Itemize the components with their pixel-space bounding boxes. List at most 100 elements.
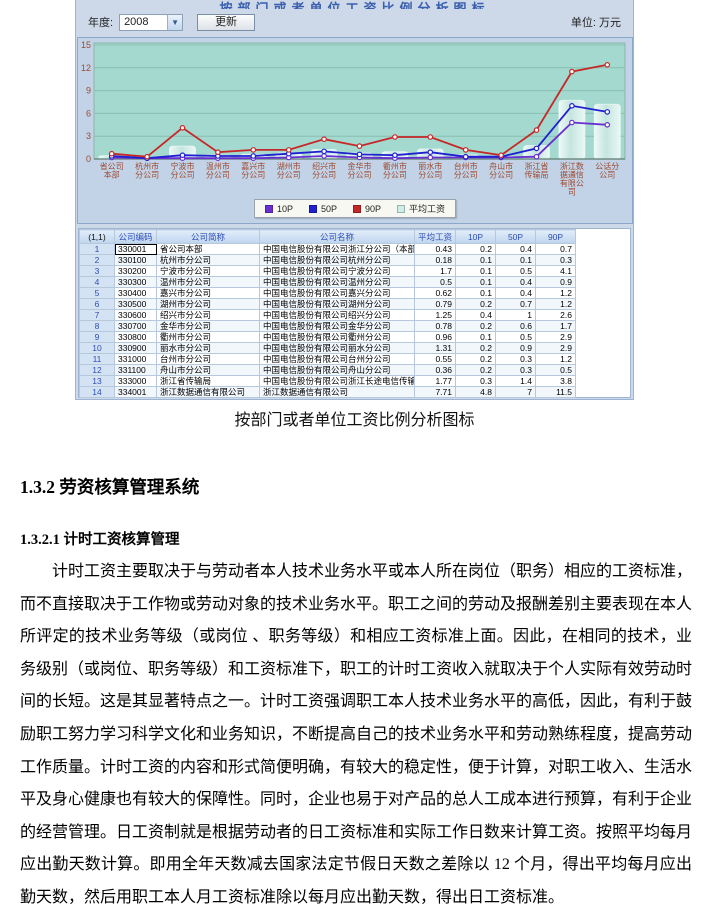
table-cell: 330700 xyxy=(114,320,157,332)
table-cell: 0.2 xyxy=(455,243,496,255)
svg-text:丽水市分公司: 丽水市分公司 xyxy=(418,161,442,180)
table-cell: 0.36 xyxy=(414,364,456,376)
row-number-cell[interactable]: 4 xyxy=(79,276,115,288)
col-header-company-name[interactable]: 公司名称 xyxy=(259,229,415,244)
legend-label: 10P xyxy=(276,203,293,214)
row-number-cell[interactable]: 3 xyxy=(79,265,115,277)
table-cell: 1.25 xyxy=(414,309,456,321)
table-cell: 中国电信股份有限公司金华分公司 xyxy=(259,320,415,332)
wage-chart-box: 0 3 6 9 12 15 省公司本部 杭州市分公司 宁波市分公司 温州市分公司 嘉兴市分公司 湖州市… xyxy=(77,37,633,224)
legend-label: 50P xyxy=(320,203,337,214)
table-cell: 330001 xyxy=(114,243,157,255)
table-cell: 中国电信股份有限公司湖州分公司 xyxy=(259,298,415,310)
svg-text:绍兴市分公司: 绍兴市分公司 xyxy=(312,161,336,180)
table-cell: 1.4 xyxy=(495,375,536,387)
year-label: 年度: xyxy=(88,17,114,29)
year-select[interactable]: 2008 ▼ xyxy=(119,13,184,31)
table-cell: 7.71 xyxy=(414,386,456,398)
table-cell: 2.9 xyxy=(535,331,576,343)
table-cell: 1.7 xyxy=(535,320,576,332)
svg-text:公话分公司: 公话分公司 xyxy=(595,161,619,180)
svg-text:浙江数据通信有限公司: 浙江数据通信有限公司 xyxy=(560,161,584,197)
table-cell: 330900 xyxy=(114,342,157,354)
table-cell: 330300 xyxy=(114,276,157,288)
table-cell: 334001 xyxy=(114,386,157,398)
col-header-company-code[interactable]: 公司编码 xyxy=(114,229,157,244)
table-cell: 浙江省传输局 xyxy=(156,375,260,387)
table-row[interactable]: 2 330100 杭州市分公司 中国电信股份有限公司杭州分公司 0.18 0.1 0.1 0.… xyxy=(79,254,576,266)
row-number-cell[interactable]: 2 xyxy=(79,254,115,266)
table-cell: 0.5 xyxy=(535,364,576,376)
table-cell: 0.2 xyxy=(455,298,496,310)
table-row[interactable]: 14 334001 浙江数据通信有限公司 浙江数据通信有限公司 7.71 4.8 7 11.5 xyxy=(79,386,576,398)
row-number-cell[interactable]: 10 xyxy=(79,342,115,354)
table-cell: 0.1 xyxy=(455,265,496,277)
table-row[interactable]: 1 330001 省公司本部 中国电信股份有限公司浙江分公司（本部） 0.43 0.2 0.… xyxy=(79,243,576,255)
wage-chart: 0 3 6 9 12 15 省公司本部杭州市分公司宁波市分公司温州市分公司嘉兴市分公司湖州市… xyxy=(81,40,626,197)
table-row[interactable]: 9 330800 衢州市分公司 中国电信股份有限公司衢州分公司 0.96 0.1 0.5 2.… xyxy=(79,331,576,343)
svg-text:杭州市分公司: 杭州市分公司 xyxy=(135,161,159,180)
table-cell: 舟山市分公司 xyxy=(156,364,260,376)
table-cell: 1.2 xyxy=(535,298,576,310)
row-number-cell[interactable]: 11 xyxy=(79,353,115,365)
row-number-cell[interactable]: 12 xyxy=(79,364,115,376)
table-row[interactable]: 6 330500 湖州市分公司 中国电信股份有限公司湖州分公司 0.79 0.2 0.7 1.… xyxy=(79,298,576,310)
legend-label: 90P xyxy=(365,203,382,214)
table-cell: 中国电信股份有限公司杭州分公司 xyxy=(259,254,415,266)
svg-text:金华市分公司: 金华市分公司 xyxy=(348,161,372,180)
unit-label: 单位: 万元 xyxy=(570,17,621,29)
col-header-avg-wage[interactable]: 平均工资 xyxy=(414,229,456,244)
table-row[interactable]: 4 330300 温州市分公司 中国电信股份有限公司温州分公司 0.5 0.1 0.4 0.9 xyxy=(79,276,576,288)
table-cell: 中国电信股份有限公司宁波分公司 xyxy=(259,265,415,277)
row-number-cell[interactable]: 13 xyxy=(79,375,115,387)
row-number-cell[interactable]: 5 xyxy=(79,287,115,299)
row-number-cell[interactable]: 6 xyxy=(79,298,115,310)
table-cell: 绍兴市分公司 xyxy=(156,309,260,321)
row-number-cell[interactable]: 1 xyxy=(79,243,115,255)
col-header-50p[interactable]: 50P xyxy=(495,229,536,244)
row-number-cell[interactable]: 9 xyxy=(79,331,115,343)
table-cell: 0.18 xyxy=(414,254,456,266)
legend-swatch-icon xyxy=(308,204,317,213)
chevron-down-icon[interactable]: ▼ xyxy=(167,14,183,30)
svg-text:衢州市分公司: 衢州市分公司 xyxy=(383,161,407,180)
table-cell: 0.9 xyxy=(535,276,576,288)
table-row[interactable]: 5 330400 嘉兴市分公司 中国电信股份有限公司嘉兴分公司 0.62 0.1 0.4 1.… xyxy=(79,287,576,299)
table-cell: 嘉兴市分公司 xyxy=(156,287,260,299)
refresh-button[interactable]: 更新 xyxy=(197,13,256,31)
col-header-company-short[interactable]: 公司简称 xyxy=(156,229,260,244)
table-cell: 11.5 xyxy=(535,386,576,398)
table-cell: 1 xyxy=(495,309,536,321)
table-cell: 中国电信股份有限公司舟山分公司 xyxy=(259,364,415,376)
table-row[interactable]: 8 330700 金华市分公司 中国电信股份有限公司金华分公司 0.78 0.2 0.6 1.… xyxy=(79,320,576,332)
table-cell: 0.3 xyxy=(455,375,496,387)
figure-caption: 按部门或者单位工资比例分析图标 xyxy=(234,412,475,429)
table-corner-cell: (1,1) xyxy=(79,229,115,244)
row-number-cell[interactable]: 7 xyxy=(79,309,115,321)
table-cell: 丽水市分公司 xyxy=(156,342,260,354)
table-cell: 金华市分公司 xyxy=(156,320,260,332)
table-cell: 0.3 xyxy=(495,364,536,376)
svg-text:台州市分公司: 台州市分公司 xyxy=(454,161,478,180)
body-paragraph: 计时工资主要取决于与劳动者本人技术业务水平或本人所在岗位（职务）相应的工资标准，… xyxy=(20,563,693,904)
row-number-cell[interactable]: 14 xyxy=(79,386,115,398)
svg-text:6: 6 xyxy=(86,108,91,118)
table-cell: 省公司本部 xyxy=(156,243,260,255)
table-cell: 4.8 xyxy=(455,386,496,398)
table-row[interactable]: 13 333000 浙江省传输局 中国电信股份有限公司浙江长途电信传输局 1.77 0.3… xyxy=(79,375,576,387)
table-cell: 330600 xyxy=(114,309,157,321)
table-row[interactable]: 7 330600 绍兴市分公司 中国电信股份有限公司绍兴分公司 1.25 0.4 1 2.6 xyxy=(79,309,576,321)
row-number-cell[interactable]: 8 xyxy=(79,320,115,332)
table-row[interactable]: 12 331100 舟山市分公司 中国电信股份有限公司舟山分公司 0.36 0.2 0.3 0… xyxy=(79,364,576,376)
table-row[interactable]: 10 330900 丽水市分公司 中国电信股份有限公司丽水分公司 1.31 0.2 0.9 2… xyxy=(79,342,576,354)
year-select-value: 2008 xyxy=(124,16,149,28)
table-row[interactable]: 3 330200 宁波市分公司 中国电信股份有限公司宁波分公司 1.7 0.1 0.5 4.1 xyxy=(79,265,576,277)
svg-text:浙江省传输局: 浙江省传输局 xyxy=(525,161,549,180)
legend-item: 50P xyxy=(308,203,337,214)
col-header-10p[interactable]: 10P xyxy=(455,229,496,244)
table-cell: 0.9 xyxy=(495,342,536,354)
col-header-90p[interactable]: 90P xyxy=(535,229,576,244)
table-row[interactable]: 11 331000 台州市分公司 中国电信股份有限公司台州分公司 0.55 0.2 0.3 1… xyxy=(79,353,576,365)
table-cell: 湖州市分公司 xyxy=(156,298,260,310)
